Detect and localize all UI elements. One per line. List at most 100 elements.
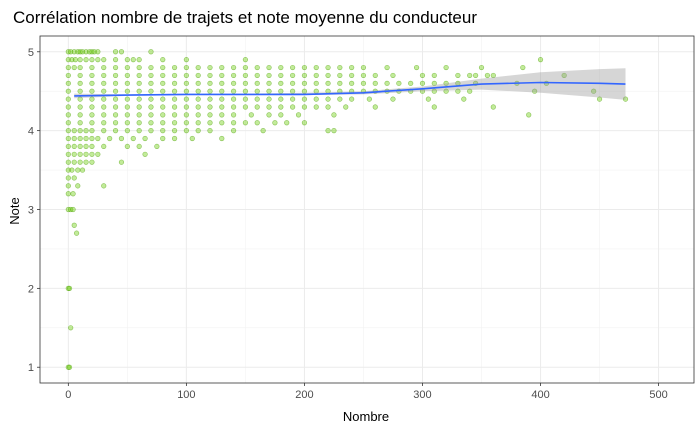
data-point <box>148 112 154 118</box>
data-point <box>532 88 538 94</box>
data-point <box>231 120 237 126</box>
data-point <box>130 57 136 63</box>
data-point <box>101 80 107 86</box>
data-point <box>266 104 272 110</box>
axis-ticks <box>37 51 659 386</box>
data-point <box>455 88 461 94</box>
data-point <box>89 159 95 165</box>
data-point <box>69 167 75 173</box>
data-point <box>89 112 95 118</box>
chart-title: Corrélation nombre de trajets et note mo… <box>13 8 477 27</box>
data-point <box>596 96 603 102</box>
data-point <box>195 64 201 71</box>
data-point <box>66 285 73 291</box>
data-point <box>189 135 195 142</box>
data-point <box>183 120 189 126</box>
data-point <box>136 96 142 102</box>
data-point <box>242 64 249 71</box>
data-point <box>148 104 154 110</box>
trend-line-group <box>74 81 626 97</box>
data-point <box>278 64 284 71</box>
data-point <box>72 57 79 63</box>
data-point <box>124 72 130 79</box>
x-axis-title: Nombre <box>343 409 389 424</box>
x-tick-label: 100 <box>177 389 195 401</box>
data-point <box>301 72 308 79</box>
data-point <box>413 64 420 71</box>
data-point <box>331 128 337 134</box>
data-point <box>278 96 284 102</box>
data-point <box>290 64 296 71</box>
data-point <box>478 64 485 71</box>
data-point <box>136 104 142 110</box>
data-point <box>83 159 89 165</box>
data-point <box>231 88 237 94</box>
y-tick-label: 4 <box>28 126 34 138</box>
data-point <box>278 88 284 94</box>
data-point <box>101 143 107 150</box>
data-point <box>207 104 213 110</box>
data-point <box>65 88 71 94</box>
data-point <box>325 72 331 79</box>
data-point <box>112 104 119 110</box>
data-point <box>71 143 77 150</box>
data-point <box>101 112 107 118</box>
data-point <box>160 96 166 102</box>
data-point <box>183 104 189 110</box>
data-point <box>79 167 86 173</box>
y-tick-labels: 1 2 3 4 5 <box>28 47 34 374</box>
data-point <box>112 57 119 63</box>
data-point <box>195 80 201 86</box>
data-point <box>490 72 496 79</box>
data-point <box>183 80 189 86</box>
data-point <box>207 120 213 126</box>
data-point <box>231 104 237 110</box>
data-point <box>390 72 396 79</box>
data-point <box>112 72 119 79</box>
data-point <box>591 88 597 94</box>
data-point <box>160 64 166 71</box>
data-point <box>160 128 166 134</box>
data-point <box>65 72 71 79</box>
data-point <box>443 80 449 86</box>
data-point <box>95 135 101 142</box>
data-point <box>65 183 71 189</box>
data-point <box>337 72 343 79</box>
data-point <box>343 104 349 110</box>
data-point <box>101 72 107 79</box>
data-point <box>219 80 225 86</box>
data-point <box>360 64 367 71</box>
data-point <box>325 128 331 134</box>
data-point <box>124 128 130 134</box>
data-point <box>366 96 372 102</box>
data-point <box>75 167 81 173</box>
data-point <box>148 80 154 86</box>
data-point <box>124 120 130 126</box>
data-point <box>231 112 237 118</box>
data-point <box>101 120 107 126</box>
data-point <box>295 112 302 118</box>
data-point <box>95 49 101 55</box>
data-point <box>112 88 119 94</box>
data-point <box>77 88 83 94</box>
data-point <box>325 64 331 71</box>
data-point <box>65 120 71 126</box>
data-point <box>71 128 77 134</box>
data-point <box>337 80 343 86</box>
y-tick-label: 1 <box>28 362 34 374</box>
data-point <box>89 104 95 110</box>
data-point <box>101 183 107 189</box>
data-point <box>101 96 107 102</box>
data-point <box>231 96 237 102</box>
data-point <box>171 135 178 142</box>
data-point <box>290 72 296 79</box>
data-point <box>89 135 95 142</box>
data-point <box>148 120 154 126</box>
data-point <box>65 80 71 86</box>
data-point <box>136 72 142 79</box>
data-point <box>290 96 296 102</box>
data-point <box>195 104 201 110</box>
data-point <box>266 88 272 94</box>
data-point <box>219 72 225 79</box>
data-point <box>112 49 119 55</box>
